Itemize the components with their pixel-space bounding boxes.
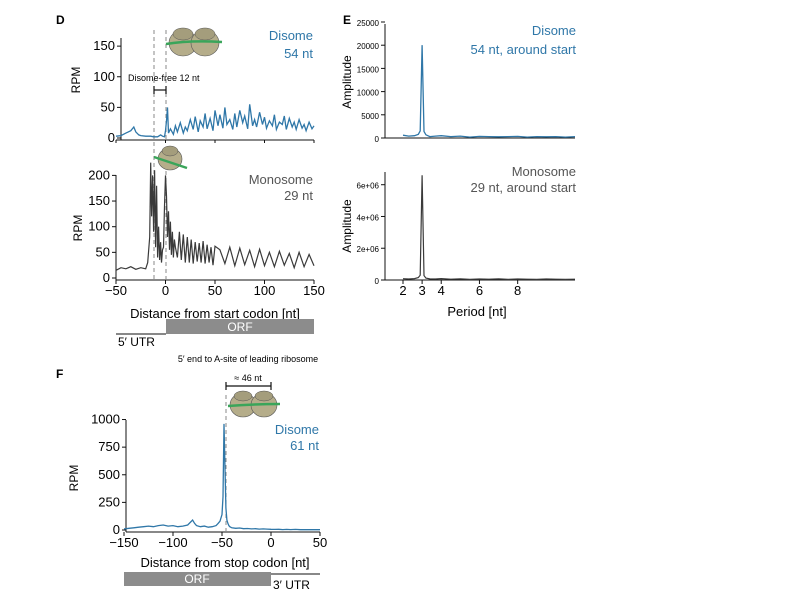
panel-letter-e: E: [343, 13, 351, 27]
y-tick-label: 15000: [357, 65, 380, 74]
legend-title-monosome: Monosome: [249, 172, 313, 187]
panel-letter-f: F: [56, 367, 63, 381]
annotation-46nt: ≈ 46 nt: [234, 373, 262, 383]
y-tick-label: 200: [88, 167, 110, 182]
y-axis-label: RPM: [71, 215, 85, 242]
legend-length-61nt: 61 nt: [290, 438, 319, 453]
chart-d-disome: Disome-free 12 nt 0 50 100 150 RPM Disome 5…: [69, 27, 315, 280]
chart-e-disome: 0 5000 10000 15000 20000 25000 Amplitude Diso…: [340, 19, 576, 144]
y-tick-label: 500: [98, 467, 120, 482]
y-tick-label: 0: [108, 130, 115, 145]
y-tick-label: 4e+06: [357, 213, 380, 222]
legend-length-29nt: 29 nt: [284, 188, 313, 203]
y-tick-label: 2e+06: [357, 245, 380, 254]
legend-subtitle: 54 nt, around start: [470, 42, 576, 57]
legend-subtitle: 29 nt, around start: [470, 180, 576, 195]
x-tick-label: −100: [158, 535, 187, 550]
series-line-monosome: [115, 162, 315, 271]
legend-title-disome: Disome: [269, 28, 313, 43]
x-tick-label: 0: [162, 283, 169, 298]
annotation-disome-free: Disome-free 12 nt: [128, 73, 200, 83]
series-line-disome: [115, 104, 315, 138]
panel-letter-d: D: [56, 13, 65, 27]
disome-ribosome-icon: [165, 27, 223, 57]
x-axis-label: Period [nt]: [447, 304, 506, 319]
x-tick-label: 100: [254, 283, 276, 298]
y-tick-label: 100: [93, 69, 115, 84]
y-axis-label: RPM: [67, 465, 81, 492]
x-tick-label: 2: [399, 283, 406, 298]
y-tick-label: 0: [103, 270, 110, 285]
monosome-ribosome-icon: [153, 145, 188, 171]
y-tick-label: 750: [98, 439, 120, 454]
y-tick-label: 10000: [357, 89, 380, 98]
region-label-3utr: 3′ UTR: [273, 578, 310, 592]
y-tick-label: 50: [96, 244, 110, 259]
x-tick-label: 3: [418, 283, 425, 298]
y-tick-label: 0: [375, 277, 380, 286]
x-tick-label: 8: [514, 283, 521, 298]
y-tick-label: 5000: [361, 112, 379, 121]
y-tick-label: 150: [93, 38, 115, 53]
series-line-disome: [402, 45, 576, 138]
x-tick-label: 4: [438, 283, 445, 298]
x-tick-label: 50: [208, 283, 222, 298]
y-tick-label: 25000: [357, 19, 380, 28]
y-tick-label: 250: [98, 494, 120, 509]
y-tick-label: 0: [113, 522, 120, 537]
x-tick-label: 150: [303, 283, 325, 298]
y-axis-label: Amplitude: [340, 199, 354, 253]
region-label-5utr: 5′ UTR: [118, 335, 155, 349]
annotation-5end: 5′ end to A-site of leading ribosome: [178, 354, 318, 364]
y-tick-label: 20000: [357, 42, 380, 51]
y-tick-label: 1000: [91, 412, 120, 427]
legend-title-disome: Disome: [275, 422, 319, 437]
x-tick-label: −50: [105, 283, 127, 298]
legend-length-54nt: 54 nt: [284, 46, 313, 61]
y-tick-label: 0: [375, 135, 380, 144]
y-axis-label: RPM: [69, 67, 83, 94]
region-label-orf: ORF: [227, 320, 252, 334]
x-tick-label: 50: [313, 535, 327, 550]
x-tick-label: 6: [476, 283, 483, 298]
x-axis-label: Distance from start codon [nt]: [130, 306, 300, 321]
x-tick-label: −150: [109, 535, 138, 550]
x-tick-label: 0: [267, 535, 274, 550]
x-tick-label: −50: [211, 535, 233, 550]
series-line-disome: [123, 423, 321, 531]
x-axis-label: Distance from stop codon [nt]: [140, 555, 309, 570]
disome-ribosome-icon: [227, 390, 281, 418]
y-tick-label: 100: [88, 219, 110, 234]
y-tick-label: 50: [101, 99, 115, 114]
legend-title-monosome: Monosome: [512, 164, 576, 179]
chart-f-disome: 5′ end to A-site of leading ribosome ≈ 4…: [67, 354, 327, 592]
region-label-orf: ORF: [184, 572, 209, 586]
legend-title-disome: Disome: [532, 23, 576, 38]
series-line-monosome: [402, 175, 576, 281]
y-tick-label: 6e+06: [357, 182, 380, 191]
y-tick-label: 150: [88, 193, 110, 208]
orf-region-box: [166, 319, 314, 334]
y-axis-label: Amplitude: [340, 55, 354, 109]
orf-region-box: [124, 572, 271, 586]
